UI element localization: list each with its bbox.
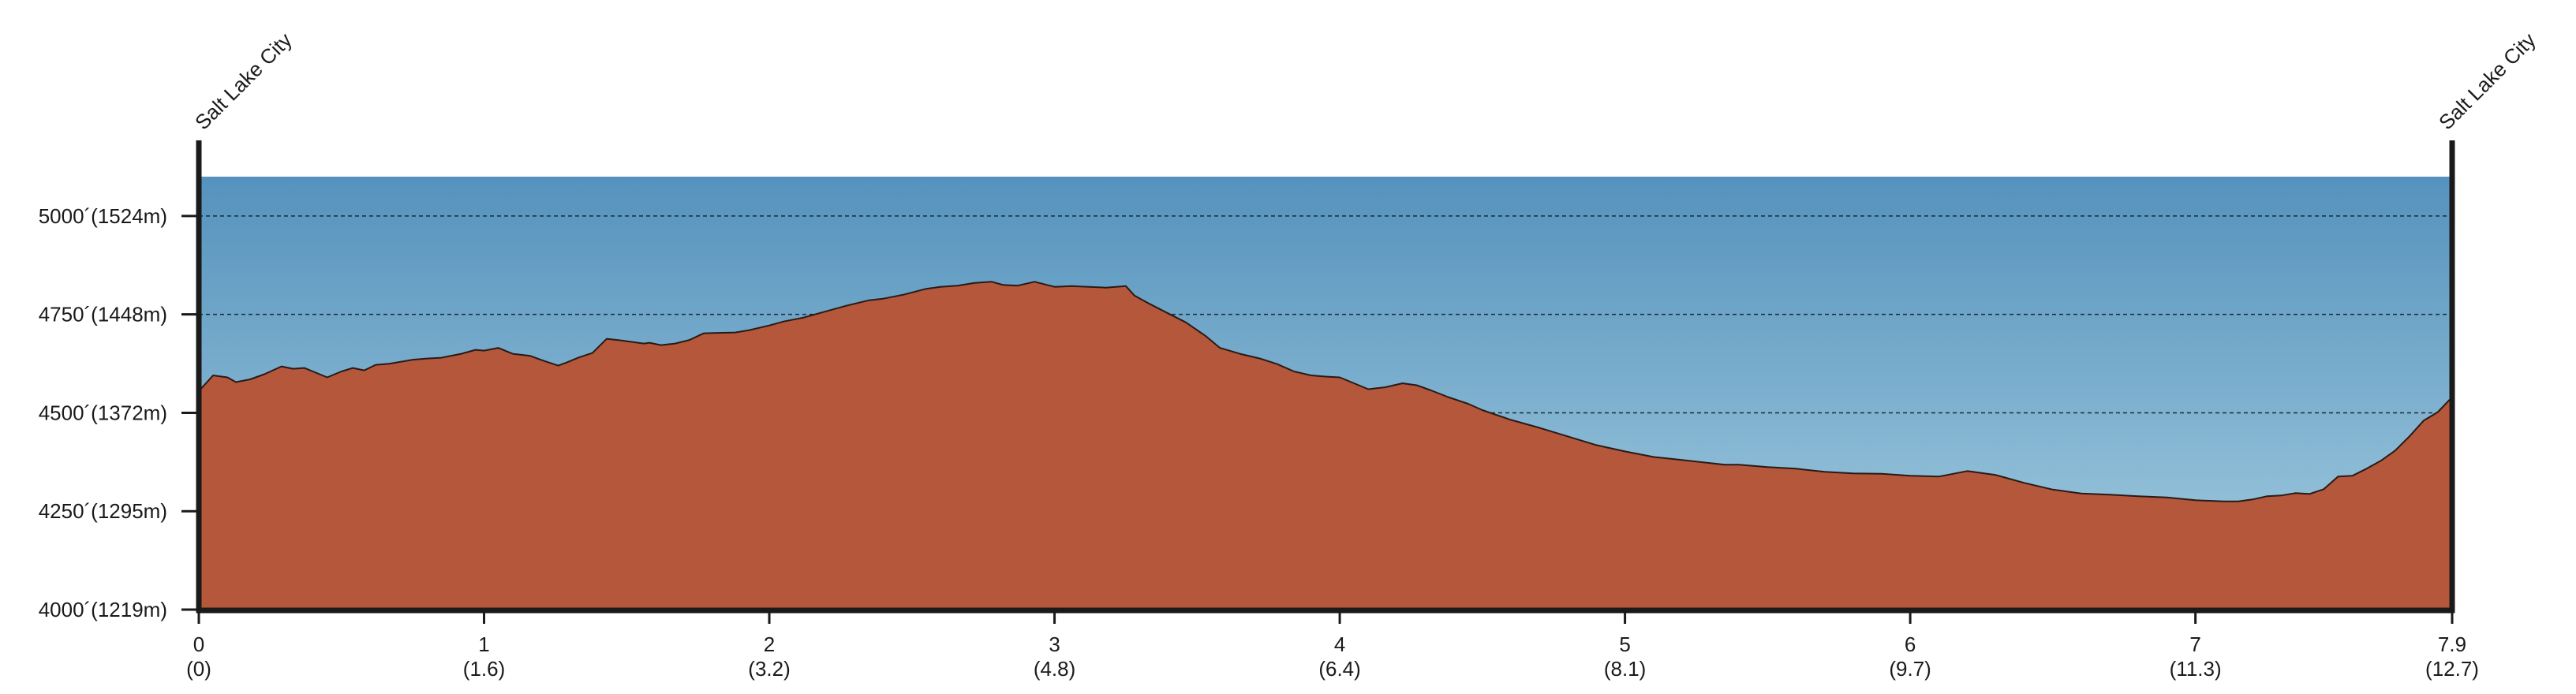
end-location-label: Salt Lake City xyxy=(2434,28,2540,135)
gridlines xyxy=(199,215,2452,414)
y-axis-ticks: 4000´(1219m) 4250´(1295m) 4500´(1372m) 4750… xyxy=(39,204,199,621)
x-tick-label-km: (3.2) xyxy=(748,657,790,681)
y-tick-label: 5000´(1524m) xyxy=(39,204,167,228)
start-location-label: Salt Lake City xyxy=(190,28,297,135)
y-tick-label: 4750´(1448m) xyxy=(39,303,167,326)
terrain-area xyxy=(198,281,2453,610)
x-tick-label-km: (11.3) xyxy=(2170,657,2222,681)
x-tick-label-km: (6.4) xyxy=(1318,657,1360,681)
y-tick-label: 4500´(1372m) xyxy=(39,401,167,424)
x-tick-label-miles: 7.9 xyxy=(2438,632,2466,656)
y-tick-label: 4000´(1219m) xyxy=(39,598,167,621)
x-tick-label-miles: 2 xyxy=(764,632,775,656)
x-tick-label-km: (9.7) xyxy=(1889,657,1931,681)
x-tick-label-km: (1.6) xyxy=(463,657,505,681)
x-axis-ticks: 0(0) 1(1.6) 2(3.2) 3(4.8) 4(6.4) 5(8.1) 6(9.7)… xyxy=(186,610,2479,681)
x-tick-label-km: (12.7) xyxy=(2425,657,2479,681)
x-tick-label-km: (8.1) xyxy=(1604,657,1646,681)
y-tick-label: 4250´(1295m) xyxy=(39,499,167,523)
x-tick-label-km: (4.8) xyxy=(1034,657,1075,681)
x-tick-label-miles: 5 xyxy=(1619,632,1630,656)
x-tick-label-miles: 0 xyxy=(193,632,204,656)
axes xyxy=(196,140,2455,614)
x-tick-label-miles: 1 xyxy=(478,632,489,656)
x-tick-label-miles: 3 xyxy=(1049,632,1060,656)
x-tick-label-miles: 7 xyxy=(2189,632,2200,656)
x-tick-label-miles: 6 xyxy=(1905,632,1916,656)
x-tick-label-km: (0) xyxy=(186,657,211,681)
x-tick-label-miles: 4 xyxy=(1334,632,1345,656)
